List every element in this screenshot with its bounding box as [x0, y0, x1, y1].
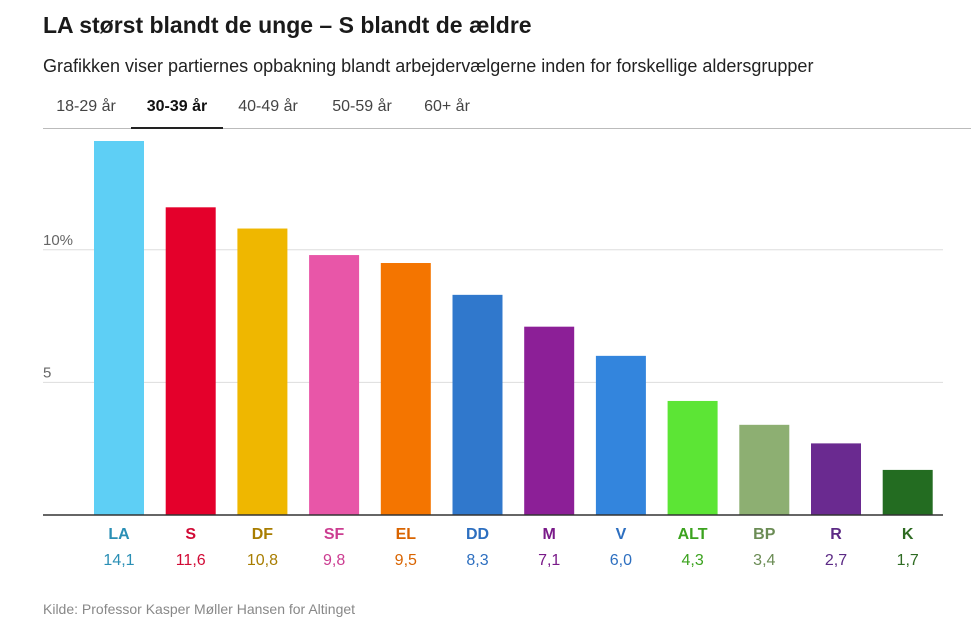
y-tick-label: 10%: [43, 232, 73, 249]
bar-alt: [667, 400, 718, 515]
value-label: 4,3: [681, 552, 703, 569]
bar-la: [94, 141, 144, 515]
tab-18-29[interactable]: 18-29 år: [56, 98, 116, 115]
value-label: 6,0: [610, 552, 632, 569]
value-label: 1,7: [897, 552, 919, 569]
value-label: 9,8: [323, 552, 345, 569]
bar-bp: [739, 424, 790, 515]
value-label: 14,1: [103, 552, 134, 569]
value-label: 7,1: [538, 552, 560, 569]
age-group-tabs: 18-29 år 30-39 år 40-49 år 50-59 år 60+ …: [43, 94, 971, 129]
category-label: SF: [324, 526, 345, 543]
category-label: BP: [753, 526, 776, 543]
tab-60-plus[interactable]: 60+ år: [424, 98, 470, 115]
category-label: EL: [396, 526, 417, 543]
value-label: 2,7: [825, 552, 847, 569]
category-label: DD: [466, 526, 489, 543]
chart-subtitle: Grafikken viser partiernes opbakning bla…: [43, 56, 814, 76]
value-label: 9,5: [395, 552, 417, 569]
y-tick-label: 5: [43, 364, 51, 381]
category-label: M: [543, 526, 556, 543]
bar-v: [595, 355, 646, 515]
bar-m: [524, 326, 575, 515]
bar-df: [237, 228, 288, 515]
bar-r: [811, 443, 861, 515]
category-label: V: [616, 526, 627, 543]
source-note: Kilde: Professor Kasper Møller Hansen fo…: [43, 601, 356, 617]
tab-30-39[interactable]: 30-39 år: [131, 98, 223, 129]
tab-40-49[interactable]: 40-49 år: [238, 98, 298, 115]
category-label: DF: [252, 526, 274, 543]
bar-s: [165, 207, 216, 515]
category-label: S: [185, 526, 196, 543]
category-label: LA: [108, 526, 130, 543]
bar-sf: [309, 255, 360, 515]
value-label: 11,6: [176, 552, 206, 569]
tab-50-59[interactable]: 50-59 år: [332, 98, 392, 115]
category-label: ALT: [678, 526, 708, 543]
chart-title: LA størst blandt de unge – S blandt de æ…: [43, 12, 532, 38]
bar-dd: [452, 294, 503, 515]
bar-k: [882, 469, 933, 515]
bar-chart: 5 10% LA 14,1 S 11,6 DF 10,8 SF 9,8 EL 9,5 DD 8,3 M 7,1…: [43, 141, 943, 569]
value-label: 8,3: [466, 552, 488, 569]
category-label: K: [902, 526, 914, 543]
value-label: 3,4: [753, 552, 775, 569]
category-label: R: [830, 526, 842, 543]
bar-el: [380, 263, 431, 515]
value-label: 10,8: [247, 552, 278, 569]
